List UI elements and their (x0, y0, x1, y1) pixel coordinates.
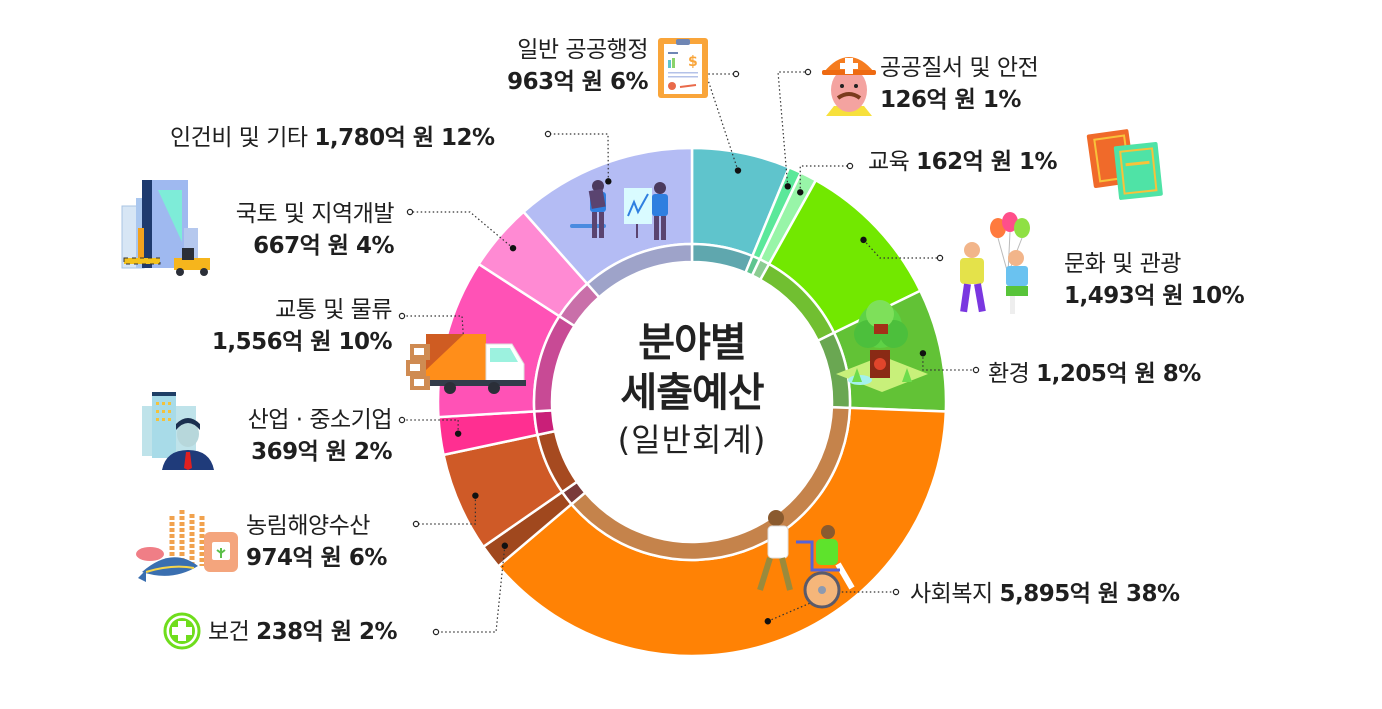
leader-line (767, 591, 896, 622)
leader-end-marker (406, 208, 414, 216)
leader-end-marker (398, 416, 406, 424)
donut-segment-inner-band (532, 408, 557, 437)
leader-end-marker (732, 70, 740, 78)
leader-dot (919, 350, 927, 357)
leader-line (410, 211, 514, 249)
agriculture-fishery-icon (136, 510, 238, 582)
leader-dot (454, 430, 462, 437)
leader-line (863, 239, 940, 259)
leader-dot (501, 542, 509, 549)
leader-dot (784, 183, 791, 190)
chart-title-line1: 분야별 (638, 320, 746, 366)
chart-center-title: 분야별 세출예산 (일반회계) (592, 318, 792, 462)
leader-end-marker (804, 68, 812, 76)
business-meeting-icon (570, 180, 668, 240)
label-education: 교육 162억 원 1% (868, 149, 1058, 175)
label-industry-sme: 산업 · 중소기업 369억 원 2% (247, 407, 393, 465)
chart-subtitle: (일반회계) (617, 421, 767, 459)
books-icon (1086, 129, 1163, 200)
forest-tree-icon (836, 300, 928, 392)
leader-dot (734, 167, 742, 174)
leader-dot (764, 618, 772, 625)
label-general-admin: 일반 공공행정 963억 원 6% (507, 37, 648, 95)
chart-title-line2: 세출예산 (620, 370, 764, 416)
label-transport-logistics: 교통 및 물류 1,556억 원 10% (211, 297, 393, 355)
leader-end-marker (892, 588, 900, 596)
leader-dot (509, 244, 517, 252)
leader-dot (797, 189, 804, 196)
svg-text:$: $ (688, 54, 698, 70)
leader-line (402, 315, 465, 342)
label-personnel-other: 인건비 및 기타 1,780억 원 12% (170, 125, 495, 151)
construction-building-icon (121, 180, 210, 276)
label-public-safety: 공공질서 및 안전 126억 원 1% (880, 55, 1039, 113)
leader-dots (398, 68, 980, 636)
leader-line (402, 419, 459, 434)
leader-end-marker (544, 130, 552, 138)
leader-end-marker (972, 366, 980, 374)
label-culture-tourism: 문화 및 관광 1,493억 원 10% (1064, 251, 1245, 309)
balloons-family-icon (960, 212, 1030, 314)
leader-line (436, 545, 506, 633)
delivery-truck-icon (406, 334, 526, 394)
leader-end-marker (432, 628, 440, 636)
business-person-icon (142, 392, 214, 470)
leader-dot (605, 178, 612, 185)
leader-end-marker (412, 520, 420, 528)
leader-dot (472, 492, 479, 499)
contract-document-icon: $ (658, 38, 708, 98)
leader-end-marker (936, 254, 944, 262)
label-social-welfare: 사회복지 5,895억 원 38% (910, 581, 1180, 607)
health-cross-icon (163, 612, 201, 650)
label-environment: 환경 1,205억 원 8% (988, 361, 1201, 387)
leader-line (922, 353, 976, 371)
leader-end-marker (846, 162, 854, 170)
leader-line (799, 165, 850, 193)
leader-end-marker (398, 312, 406, 320)
wheelchair-care-icon (757, 510, 855, 609)
label-agriculture-fishery: 농림해양수산 974억 원 6% (246, 513, 387, 571)
donut-hole (552, 262, 832, 542)
leader-line (416, 495, 476, 525)
leader-dot (860, 236, 867, 244)
safety-worker-icon (822, 57, 876, 116)
leader-lines (402, 71, 976, 633)
label-land-regional: 국토 및 지역개발 667억 원 4% (235, 201, 395, 259)
label-health: 보건 238억 원 2% (208, 619, 398, 645)
